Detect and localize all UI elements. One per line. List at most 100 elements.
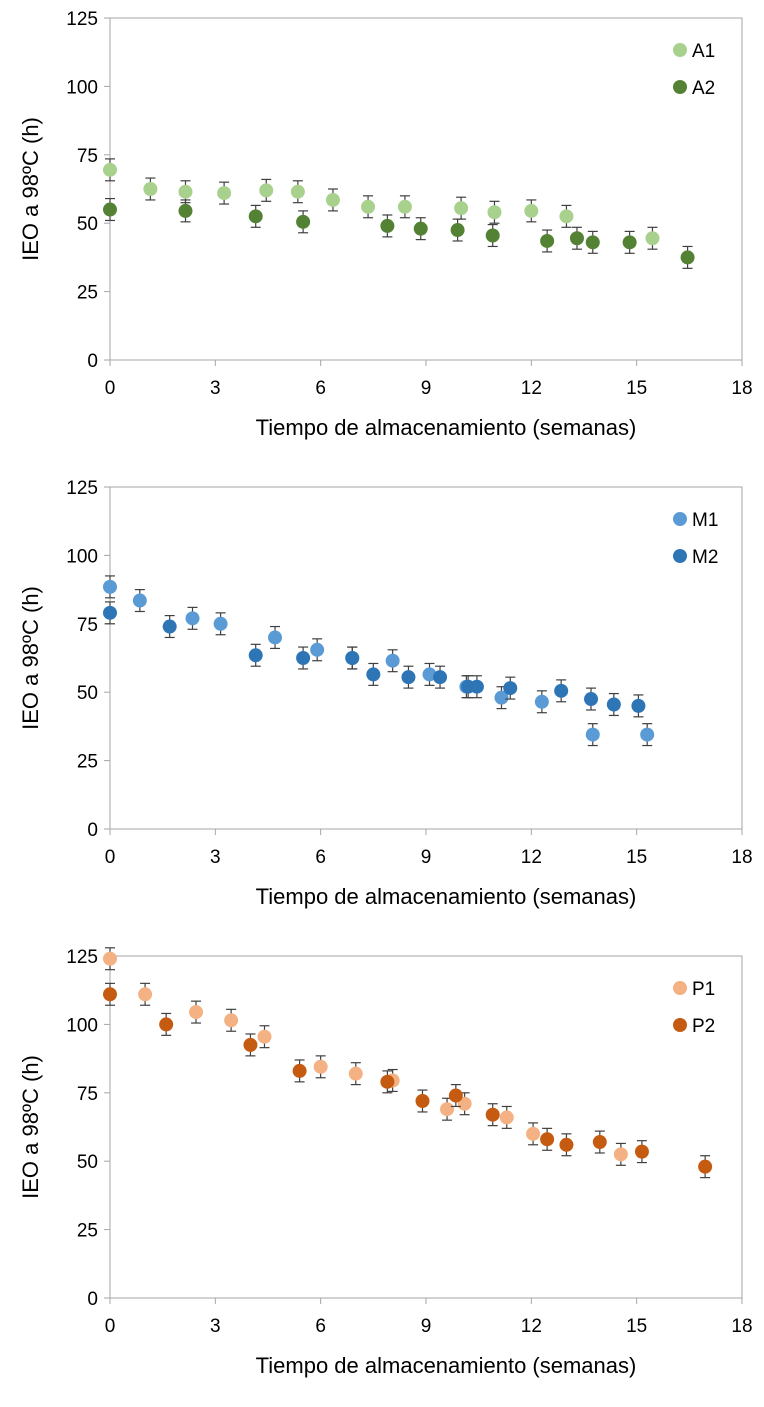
x-tick-label: 6 xyxy=(315,847,326,868)
y-tick-label: 0 xyxy=(87,351,98,372)
legend-label: A1 xyxy=(692,41,715,62)
data-point xyxy=(103,579,117,594)
y-tick-label: 25 xyxy=(77,752,98,773)
series-M2 xyxy=(103,601,646,718)
data-point xyxy=(325,192,340,207)
data-point xyxy=(613,1147,628,1162)
data-point xyxy=(559,1137,574,1152)
plot-area xyxy=(109,955,743,1299)
x-tick-label: 12 xyxy=(521,1316,542,1337)
data-point xyxy=(103,202,117,217)
data-point xyxy=(645,231,660,246)
data-point xyxy=(103,951,117,966)
data-point xyxy=(248,209,263,224)
data-point xyxy=(592,1135,607,1150)
data-point xyxy=(640,727,655,742)
x-axis-title: Tiempo de almacenamiento (semanas) xyxy=(256,415,637,440)
legend-marker xyxy=(673,80,687,94)
data-point xyxy=(413,221,428,236)
data-point xyxy=(138,987,153,1002)
data-point xyxy=(585,727,600,742)
data-point xyxy=(380,218,395,233)
data-point xyxy=(296,214,311,229)
x-tick-label: 18 xyxy=(731,378,752,399)
legend-label: A2 xyxy=(692,78,715,99)
plot-area xyxy=(109,17,743,361)
y-tick-label: 75 xyxy=(77,1084,98,1105)
series-A1 xyxy=(103,158,660,250)
data-point xyxy=(634,1144,649,1159)
data-point xyxy=(257,1029,272,1044)
x-tick-label: 9 xyxy=(421,1316,432,1337)
legend-label: P2 xyxy=(692,1016,715,1037)
legend-marker xyxy=(673,512,687,526)
y-tick-label: 0 xyxy=(87,1289,98,1310)
data-point xyxy=(103,987,117,1002)
data-point xyxy=(631,698,646,713)
x-axis-title: Tiempo de almacenamiento (semanas) xyxy=(256,1353,637,1378)
legend-marker xyxy=(673,1018,687,1032)
chart-panel-a: 0 25 50 75 100 125 0 3 6 9 12 15 18 Tiempo de almacen… xyxy=(0,0,764,469)
data-point xyxy=(345,651,360,665)
y-tick-label: 125 xyxy=(66,9,98,30)
data-point xyxy=(499,1110,514,1125)
data-point xyxy=(290,184,305,199)
data-point xyxy=(585,235,600,250)
y-tick-label: 50 xyxy=(77,1152,98,1173)
data-point xyxy=(448,1088,463,1103)
plot-area xyxy=(109,486,743,830)
y-tick-label: 100 xyxy=(66,77,98,98)
legend-label: M1 xyxy=(692,510,718,531)
data-point xyxy=(397,199,412,214)
x-axis-title: Tiempo de almacenamiento (semanas) xyxy=(256,884,637,909)
data-point xyxy=(217,186,232,201)
y-tick-label: 125 xyxy=(66,947,98,968)
x-tick-label: 12 xyxy=(521,378,542,399)
data-point xyxy=(622,235,637,250)
y-tick-label: 125 xyxy=(66,478,98,499)
legend-marker xyxy=(673,981,687,995)
y-tick-label: 25 xyxy=(77,1221,98,1242)
x-tick-label: 15 xyxy=(626,378,647,399)
y-tick-label: 50 xyxy=(77,683,98,704)
data-point xyxy=(401,670,416,685)
y-tick-label: 100 xyxy=(66,546,98,567)
y-tick-label: 75 xyxy=(77,615,98,636)
x-tick-label: 15 xyxy=(626,1316,647,1337)
data-point xyxy=(540,233,555,248)
data-point xyxy=(143,182,158,196)
x-tick-label: 9 xyxy=(421,847,432,868)
x-tick-label: 18 xyxy=(731,1316,752,1337)
data-point xyxy=(494,690,509,705)
data-point xyxy=(540,1132,555,1147)
data-point xyxy=(454,201,469,216)
data-point xyxy=(680,250,695,265)
chart-panel-p: 0 25 50 75 100 125 0 3 6 9 12 15 18 Tiempo de almacen… xyxy=(0,938,764,1407)
y-tick-label: 25 xyxy=(77,283,98,304)
data-point xyxy=(584,692,599,707)
y-tick-label: 0 xyxy=(87,820,98,841)
data-point xyxy=(213,616,228,631)
data-point xyxy=(606,697,621,712)
series-P2 xyxy=(103,982,713,1179)
data-point xyxy=(178,184,193,199)
x-tick-label: 18 xyxy=(731,847,752,868)
x-tick-label: 3 xyxy=(210,1316,221,1337)
data-point xyxy=(569,231,584,246)
data-point xyxy=(485,1107,500,1122)
data-point xyxy=(189,1005,204,1020)
data-point xyxy=(554,683,569,698)
data-point xyxy=(457,1096,472,1111)
y-axis-title: IEO a 98ºC (h) xyxy=(18,117,43,261)
data-point xyxy=(485,228,500,243)
legend-marker xyxy=(673,549,687,563)
data-point xyxy=(440,1102,455,1117)
data-point xyxy=(415,1094,430,1109)
y-tick-label: 75 xyxy=(77,146,98,167)
data-point xyxy=(159,1017,174,1032)
y-tick-label: 50 xyxy=(77,214,98,235)
data-point xyxy=(698,1159,713,1174)
legend-label: M2 xyxy=(692,547,718,568)
y-axis-title: IEO a 98ºC (h) xyxy=(18,1055,43,1199)
data-point xyxy=(469,679,484,694)
